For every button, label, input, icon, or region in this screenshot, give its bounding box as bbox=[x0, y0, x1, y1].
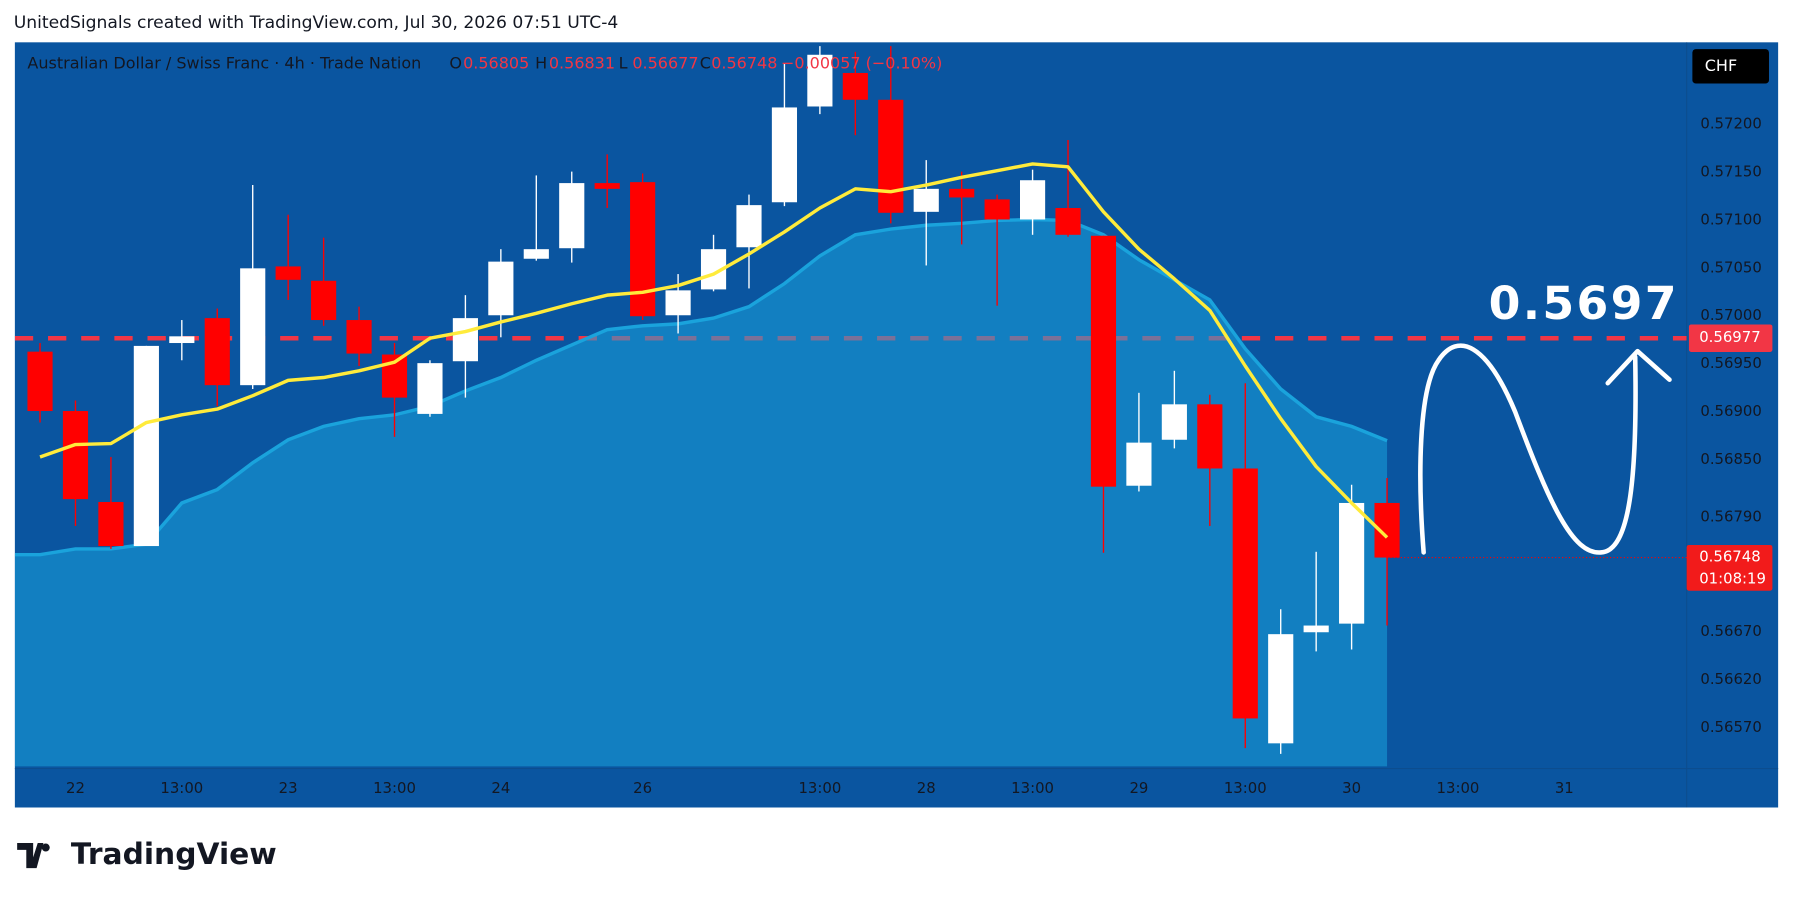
candle-body bbox=[1303, 625, 1329, 633]
candle-body bbox=[240, 268, 266, 386]
price-line-label: 0.56977 bbox=[1699, 328, 1760, 346]
candle-body bbox=[27, 351, 53, 412]
y-tick-label: 0.56850 bbox=[1700, 450, 1761, 468]
legend-h-value: 0.56831 bbox=[549, 54, 615, 73]
x-tick-label: 31 bbox=[1555, 779, 1574, 797]
y-tick-label: 0.57150 bbox=[1700, 163, 1761, 181]
header: UnitedSignals created with TradingView.c… bbox=[14, 13, 619, 33]
candle-body bbox=[1161, 404, 1187, 440]
y-tick-label: 0.56620 bbox=[1700, 670, 1761, 688]
y-tick-label: 0.57100 bbox=[1700, 210, 1761, 228]
x-tick-label: 30 bbox=[1342, 779, 1361, 797]
candle-body bbox=[1055, 207, 1081, 235]
candle-body bbox=[665, 290, 691, 316]
candle-body bbox=[913, 188, 939, 212]
candle-body bbox=[275, 266, 301, 280]
drawn-arrow bbox=[1418, 343, 1638, 555]
candle-body bbox=[452, 318, 478, 362]
candle-body bbox=[417, 363, 443, 414]
candle-body bbox=[346, 320, 372, 354]
candle-body bbox=[1339, 502, 1365, 624]
candle-body bbox=[771, 107, 798, 203]
x-tick-label: 26 bbox=[633, 779, 652, 797]
legend-l-value: 0.56677 bbox=[632, 54, 698, 73]
currency-badge[interactable] bbox=[1692, 49, 1769, 84]
ma-area-edge bbox=[14, 217, 1388, 557]
ma-line bbox=[39, 162, 1389, 539]
legend-o: O bbox=[449, 54, 462, 73]
candle-body bbox=[842, 72, 868, 100]
x-tick-label: 13:00 bbox=[160, 779, 203, 797]
candle-body bbox=[1268, 634, 1294, 744]
x-tick-label: 13:00 bbox=[373, 779, 416, 797]
candle-body bbox=[594, 183, 620, 189]
candle-body bbox=[1232, 468, 1258, 719]
y-tick-label: 0.57000 bbox=[1700, 306, 1761, 324]
y-tick-label: 0.56900 bbox=[1700, 402, 1761, 420]
candle-body bbox=[98, 502, 124, 547]
countdown: 01:08:19 bbox=[1699, 569, 1766, 587]
last-price-label: 0.56748 bbox=[1699, 548, 1760, 566]
candle-body bbox=[984, 199, 1010, 220]
candle-body bbox=[169, 336, 195, 344]
candle-body bbox=[523, 249, 549, 259]
candle-body bbox=[807, 54, 833, 107]
logo-icon bbox=[17, 842, 44, 869]
x-tick-label: 23 bbox=[279, 779, 298, 797]
candle-body bbox=[488, 261, 514, 316]
candle-body bbox=[1090, 235, 1117, 487]
x-tick-label: 24 bbox=[491, 779, 510, 797]
x-tick-label: 29 bbox=[1129, 779, 1148, 797]
legend: Australian Dollar / Swiss Franc · 4h · T… bbox=[27, 54, 942, 73]
legend-c-value: 0.56748 bbox=[711, 54, 777, 73]
x-tick-label: 13:00 bbox=[1011, 779, 1054, 797]
plot bbox=[14, 46, 1687, 767]
legend-h: H bbox=[535, 54, 547, 73]
legend-o-value: 0.56805 bbox=[463, 54, 529, 73]
y-tick-label: 0.56570 bbox=[1700, 718, 1761, 736]
y-tick-label: 0.57050 bbox=[1700, 258, 1761, 276]
candle-body bbox=[133, 345, 159, 547]
ma-area bbox=[14, 219, 1388, 767]
candle-body bbox=[878, 99, 904, 213]
logo: TradingView bbox=[17, 837, 277, 872]
logo-text: TradingView bbox=[71, 837, 277, 872]
candle-body bbox=[204, 318, 230, 386]
x-tick-label: 22 bbox=[66, 779, 85, 797]
x-tick-label: 13:00 bbox=[1224, 779, 1267, 797]
y-tick-label: 0.56950 bbox=[1700, 354, 1761, 372]
legend-change: −0.00057 (−0.10%) bbox=[781, 54, 942, 73]
legend-l: L bbox=[619, 54, 628, 73]
candle-body bbox=[1126, 442, 1152, 486]
logo-dot bbox=[41, 843, 50, 852]
x-tick-label: 28 bbox=[917, 779, 936, 797]
legend-c: C bbox=[700, 54, 711, 73]
y-tick-label: 0.57200 bbox=[1700, 115, 1761, 133]
candle-body bbox=[559, 183, 585, 249]
candle-body bbox=[1019, 180, 1046, 220]
drawn-arrowhead bbox=[1605, 348, 1672, 386]
candle-body bbox=[949, 188, 975, 198]
x-tick-label: 13:00 bbox=[1437, 779, 1480, 797]
y-tick-label: 0.56670 bbox=[1700, 622, 1761, 640]
y-tick-label: 0.56790 bbox=[1700, 507, 1761, 525]
candle-body bbox=[630, 182, 656, 317]
axes: 0.57200 0.57150 0.57100 0.57050 0.57000 0.569… bbox=[66, 115, 1773, 797]
candle-body bbox=[1197, 404, 1223, 469]
last-price-badge bbox=[1686, 544, 1773, 591]
x-tick-label: 13:00 bbox=[798, 779, 841, 797]
price-line-badge bbox=[1688, 324, 1773, 352]
candle-body bbox=[62, 411, 89, 500]
legend-symbol: Australian Dollar / Swiss Franc · 4h · T… bbox=[27, 54, 421, 73]
candle-body bbox=[736, 205, 762, 248]
candle-body bbox=[311, 280, 337, 321]
annotation: 0.5697 bbox=[1489, 277, 1679, 330]
currency-label: CHF bbox=[1705, 56, 1737, 75]
